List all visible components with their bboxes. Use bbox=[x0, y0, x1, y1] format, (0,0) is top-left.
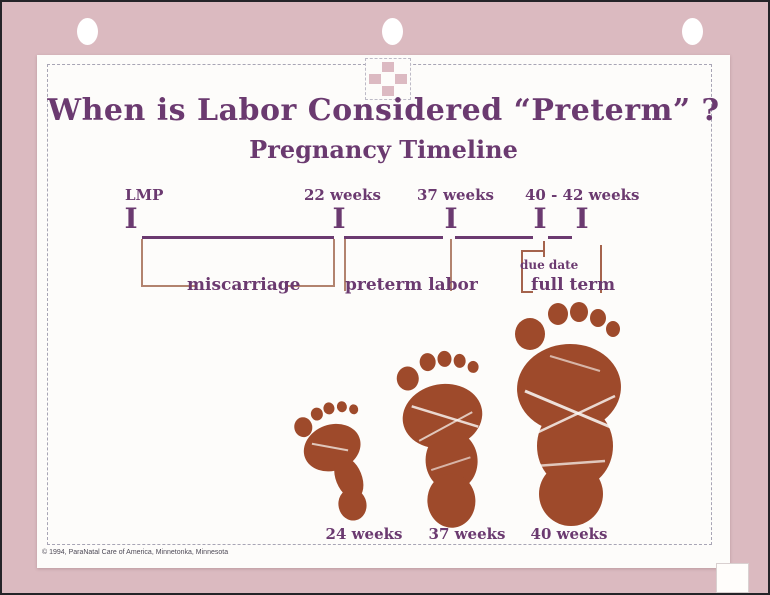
segment-label-miscarriage: miscarriage bbox=[187, 275, 301, 295]
footprint-label-40-weeks: 40 weeks bbox=[530, 525, 608, 543]
timeline-line bbox=[548, 236, 572, 239]
bracket-line bbox=[141, 285, 197, 287]
bracket-line bbox=[141, 239, 143, 287]
bracket-line bbox=[333, 239, 335, 287]
bracket-line bbox=[521, 250, 545, 252]
footprint-label-24-weeks: 24 weeks bbox=[325, 525, 403, 543]
timeline-line bbox=[455, 236, 533, 239]
checkerboard-icon bbox=[365, 58, 411, 100]
bracket-line bbox=[285, 285, 335, 287]
footprint-40-weeks-image bbox=[505, 296, 637, 528]
timeline-line bbox=[142, 236, 334, 239]
timeline-label-22-weeks: 22 weeks bbox=[304, 186, 381, 204]
segment-label-preterm-labor: preterm labor bbox=[345, 275, 478, 295]
copyright-text: © 1994, ParaNatal Care of America, Minne… bbox=[42, 549, 229, 556]
timeline-label-lmp: LMP bbox=[125, 186, 164, 204]
bracket-line bbox=[521, 250, 523, 293]
bracket-line bbox=[344, 239, 346, 291]
paper-sheet: When is Labor Considered “Preterm” ? Pre… bbox=[37, 55, 730, 568]
timeline-line bbox=[344, 236, 443, 239]
timeline-marker: I bbox=[444, 202, 458, 235]
timeline-marker: I bbox=[533, 202, 547, 235]
due-date-label: due date bbox=[520, 258, 579, 272]
hole-punch-icon bbox=[682, 18, 703, 45]
page-subtitle: Pregnancy Timeline bbox=[249, 135, 518, 164]
bracket-line bbox=[543, 241, 545, 257]
page-title: When is Labor Considered “Preterm” ? bbox=[47, 93, 720, 128]
footprint-label-37-weeks: 37 weeks bbox=[428, 525, 506, 543]
bracket-line bbox=[521, 291, 533, 293]
footprint-24-weeks-image bbox=[284, 380, 389, 531]
timeline-marker: I bbox=[575, 202, 589, 235]
timeline-label-37-weeks: 37 weeks bbox=[417, 186, 494, 204]
hole-punch-icon bbox=[382, 18, 403, 45]
hole-punch-icon bbox=[77, 18, 98, 45]
timeline-marker: I bbox=[332, 202, 346, 235]
timeline-label-40-42-weeks: 40 - 42 weeks bbox=[525, 186, 640, 204]
bracket-line bbox=[450, 239, 452, 291]
bracket-line bbox=[600, 245, 602, 293]
footprint-37-weeks-image bbox=[388, 341, 505, 536]
timeline-marker: I bbox=[124, 202, 138, 235]
corner-square bbox=[716, 563, 749, 593]
segment-label-full-term: full term bbox=[531, 275, 616, 295]
